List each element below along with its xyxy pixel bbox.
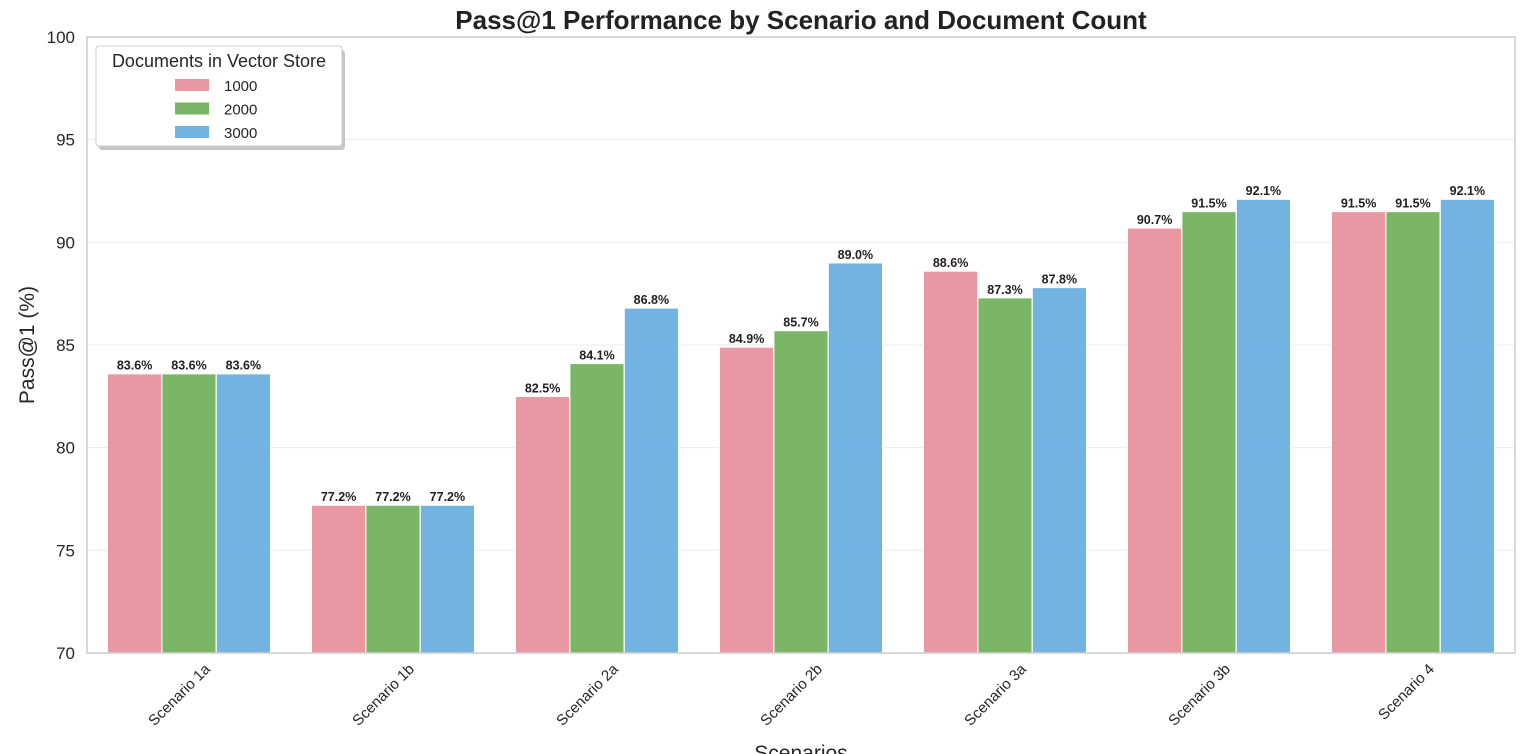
bar-value-label: 77.2%: [375, 490, 410, 504]
bar-value-label: 87.3%: [987, 283, 1022, 297]
legend-swatch-2000: [175, 102, 209, 115]
bar-value-label: 84.9%: [729, 332, 764, 346]
y-tick-label: 95: [56, 131, 75, 150]
bar-value-label: 86.8%: [634, 293, 669, 307]
legend-swatch-1000: [175, 79, 209, 91]
y-tick-label: 80: [56, 439, 75, 458]
bar-3000-3: [827, 262, 884, 654]
y-tick-label: 75: [56, 541, 75, 560]
bar-2000-1: [365, 504, 421, 654]
bar-2000-2: [569, 362, 625, 654]
bar-value-label: 82.5%: [525, 381, 560, 395]
y-tick-label: 70: [56, 644, 75, 663]
bar-1000-6: [1330, 210, 1387, 654]
bar-2000-0: [161, 373, 217, 654]
bar-value-label: 91.5%: [1395, 197, 1430, 211]
legend-title: Documents in Vector Store: [112, 51, 326, 71]
legend-items: 1000 2000 3000: [175, 78, 257, 142]
bar-3000-1: [419, 504, 476, 654]
x-axis-label: Scenarios: [754, 742, 847, 754]
bar-value-label: 91.5%: [1341, 197, 1376, 211]
y-axis-ticks: 70 75 80 85 90 95 100: [47, 28, 75, 663]
y-axis-label: Pass@1 (%): [16, 286, 39, 404]
plot-frame: [86, 36, 1516, 654]
bar-2000-3: [773, 330, 829, 654]
y-tick-label: 90: [56, 233, 75, 252]
bar-1000-1: [310, 504, 367, 654]
bar-value-label: 87.8%: [1042, 273, 1077, 287]
x-tick-label: Scenario 2b: [757, 661, 826, 730]
bar-value-label: 89.0%: [838, 248, 873, 262]
bar-3000-2: [623, 307, 680, 654]
bar-value-label: 90.7%: [1137, 213, 1172, 227]
y-tick-label: 85: [56, 336, 75, 355]
bar-1000-4: [922, 270, 979, 654]
legend-label: 1000: [224, 78, 257, 95]
bar-value-label: 77.2%: [321, 490, 356, 504]
bar-value-label: 92.1%: [1450, 184, 1485, 198]
bar-1000-5: [1126, 227, 1183, 654]
bar-labels: 83.6% 83.6% 83.6% 77.2% 77.2% 77.2% 82.5% 84.1%…: [117, 184, 1485, 504]
bar-value-label: 91.5%: [1191, 197, 1226, 211]
legend-swatch-3000: [175, 126, 209, 138]
bar-value-label: 77.2%: [430, 490, 465, 504]
legend-label: 2000: [224, 102, 257, 119]
bar-2000-4: [977, 297, 1033, 654]
bar-1000-2: [514, 395, 571, 654]
bar-value-label: 83.6%: [117, 359, 152, 373]
chart-title: Pass@1 Performance by Scenario and Docum…: [455, 5, 1147, 35]
bar-value-label: 88.6%: [933, 256, 968, 270]
bar-3000-0: [215, 373, 272, 654]
x-tick-label: Scenario 1a: [145, 660, 214, 729]
y-tick-label: 100: [47, 28, 75, 47]
bar-value-label: 84.1%: [579, 348, 614, 362]
bar-1000-3: [718, 346, 775, 654]
bar-2000-6: [1385, 210, 1441, 654]
legend-label: 3000: [224, 125, 257, 142]
legend: Documents in Vector Store 1000 2000 3000: [95, 45, 345, 150]
x-tick-label: Scenario 3b: [1165, 661, 1234, 730]
bar-value-label: 92.1%: [1246, 184, 1281, 198]
x-tick-label: Scenario 4: [1375, 661, 1438, 724]
bar-value-label: 83.6%: [171, 359, 206, 373]
bar-value-label: 85.7%: [783, 316, 818, 330]
bars: [106, 198, 1496, 654]
x-tick-label: Scenario 2a: [553, 660, 622, 729]
bar-3000-6: [1439, 198, 1496, 654]
bar-3000-5: [1235, 198, 1292, 654]
x-tick-label: Scenario 3a: [961, 660, 1030, 729]
legend-box: [95, 45, 343, 147]
bar-1000-0: [106, 373, 163, 654]
x-tick-label: Scenario 1b: [349, 661, 418, 730]
bar-value-label: 83.6%: [226, 359, 261, 373]
bar-3000-4: [1031, 286, 1088, 654]
bar-2000-5: [1181, 210, 1237, 654]
x-axis-ticks: Scenario 1a Scenario 1b Scenario 2a Scenari…: [145, 660, 1438, 729]
